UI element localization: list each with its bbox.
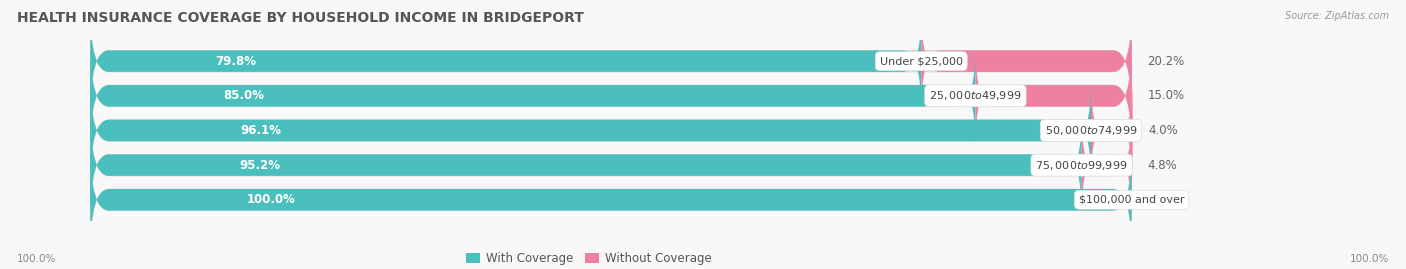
FancyBboxPatch shape [90, 148, 1132, 252]
FancyBboxPatch shape [90, 9, 1132, 113]
Text: 4.8%: 4.8% [1147, 159, 1177, 172]
FancyBboxPatch shape [921, 9, 1132, 113]
Text: 0.0%: 0.0% [1147, 193, 1177, 206]
Text: HEALTH INSURANCE COVERAGE BY HOUSEHOLD INCOME IN BRIDGEPORT: HEALTH INSURANCE COVERAGE BY HOUSEHOLD I… [17, 11, 583, 25]
FancyBboxPatch shape [90, 44, 976, 147]
Text: Under $25,000: Under $25,000 [880, 56, 963, 66]
Text: 20.2%: 20.2% [1147, 55, 1184, 68]
Text: 100.0%: 100.0% [246, 193, 295, 206]
Text: $25,000 to $49,999: $25,000 to $49,999 [929, 89, 1022, 102]
FancyBboxPatch shape [90, 79, 1132, 182]
FancyBboxPatch shape [1091, 79, 1133, 182]
Text: $75,000 to $99,999: $75,000 to $99,999 [1035, 159, 1128, 172]
FancyBboxPatch shape [1081, 114, 1132, 217]
FancyBboxPatch shape [976, 44, 1132, 147]
Text: 95.2%: 95.2% [239, 159, 280, 172]
FancyBboxPatch shape [90, 148, 1132, 252]
Text: 100.0%: 100.0% [1350, 254, 1389, 264]
Text: 79.8%: 79.8% [215, 55, 256, 68]
Text: Source: ZipAtlas.com: Source: ZipAtlas.com [1285, 11, 1389, 21]
FancyBboxPatch shape [90, 9, 921, 113]
Text: 96.1%: 96.1% [240, 124, 281, 137]
Text: 85.0%: 85.0% [224, 89, 264, 102]
Text: $100,000 and over: $100,000 and over [1078, 195, 1184, 205]
Text: 100.0%: 100.0% [17, 254, 56, 264]
Text: 4.0%: 4.0% [1149, 124, 1178, 137]
Text: 15.0%: 15.0% [1147, 89, 1184, 102]
FancyBboxPatch shape [90, 114, 1081, 217]
FancyBboxPatch shape [90, 114, 1132, 217]
Text: $50,000 to $74,999: $50,000 to $74,999 [1045, 124, 1137, 137]
Legend: With Coverage, Without Coverage: With Coverage, Without Coverage [465, 252, 711, 265]
FancyBboxPatch shape [90, 44, 1132, 147]
FancyBboxPatch shape [90, 79, 1091, 182]
